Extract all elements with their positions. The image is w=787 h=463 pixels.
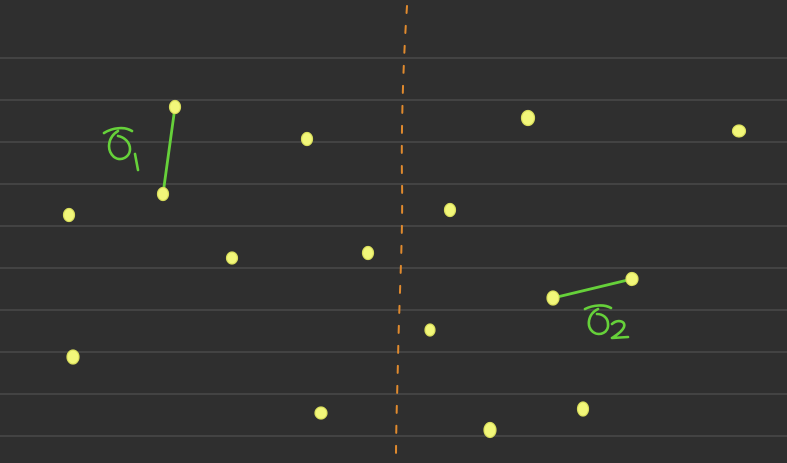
point	[576, 401, 590, 417]
point	[314, 406, 328, 420]
point	[225, 251, 239, 265]
point	[625, 271, 639, 287]
point	[156, 186, 170, 202]
point	[361, 245, 375, 261]
point	[443, 202, 457, 218]
point	[731, 124, 747, 138]
point	[168, 99, 182, 115]
delta-1-label: δ₁	[102, 126, 140, 172]
point	[300, 131, 314, 147]
delta-2-label: δ₂	[583, 304, 630, 340]
point	[62, 207, 76, 223]
point	[520, 109, 536, 127]
point	[66, 349, 80, 365]
point	[424, 323, 436, 337]
delta-2-segment	[551, 277, 634, 300]
point	[546, 290, 560, 306]
right-points	[424, 109, 747, 439]
dividing-line	[395, 5, 408, 461]
left-points	[62, 99, 375, 420]
delta-1-segment	[161, 105, 177, 196]
point	[483, 421, 497, 439]
ruled-lines	[0, 57, 787, 437]
